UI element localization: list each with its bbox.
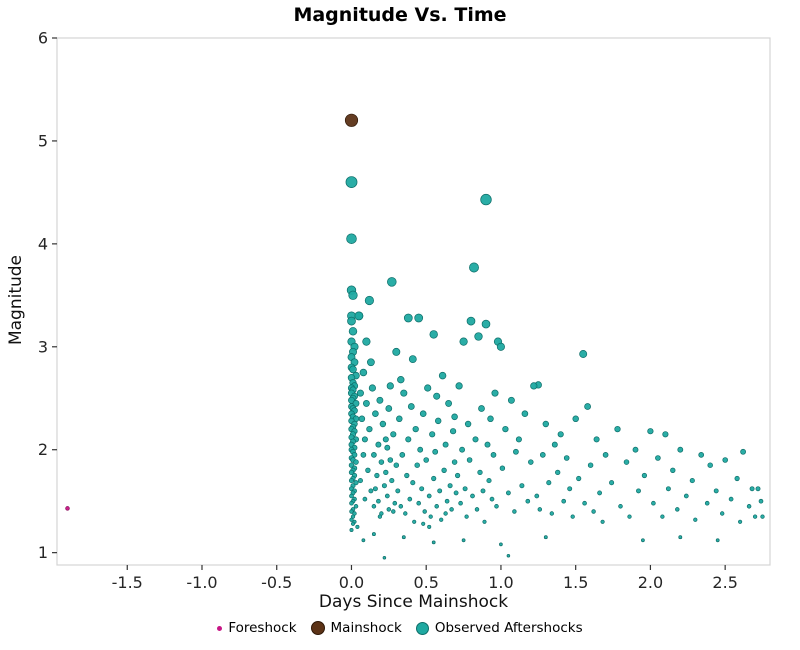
svg-text:2.5: 2.5 (712, 573, 737, 592)
y-axis-title: Magnitude (6, 254, 26, 346)
svg-text:-1.0: -1.0 (186, 573, 217, 592)
svg-text:-1.5: -1.5 (112, 573, 143, 592)
legend-item-mainshock: Mainshock (310, 620, 402, 636)
svg-text:0.5: 0.5 (413, 573, 438, 592)
chart-legend: Foreshock Mainshock Observed Aftershocks (0, 620, 800, 636)
mainshock-marker-icon (310, 621, 325, 635)
legend-item-foreshock: Foreshock (217, 620, 297, 636)
chart-title: Magnitude Vs. Time (293, 4, 507, 26)
svg-text:0.0: 0.0 (339, 573, 364, 592)
svg-text:5: 5 (38, 131, 48, 150)
svg-text:4: 4 (38, 234, 48, 253)
aftershock-marker-icon (415, 621, 429, 635)
legend-label-aftershocks: Observed Aftershocks (434, 620, 583, 636)
svg-text:6: 6 (38, 29, 48, 48)
svg-text:2: 2 (38, 440, 48, 459)
legend-label-foreshock: Foreshock (228, 620, 297, 636)
svg-text:1.0: 1.0 (488, 573, 513, 592)
svg-text:1.5: 1.5 (563, 573, 588, 592)
x-axis-title: Days Since Mainshock (318, 592, 509, 612)
foreshock-marker-icon (217, 625, 223, 631)
svg-text:3: 3 (38, 337, 48, 356)
legend-item-aftershocks: Observed Aftershocks (415, 620, 583, 636)
svg-text:1: 1 (38, 543, 48, 562)
svg-text:-0.5: -0.5 (261, 573, 292, 592)
legend-label-mainshock: Mainshock (330, 620, 402, 636)
svg-text:2.0: 2.0 (638, 573, 663, 592)
